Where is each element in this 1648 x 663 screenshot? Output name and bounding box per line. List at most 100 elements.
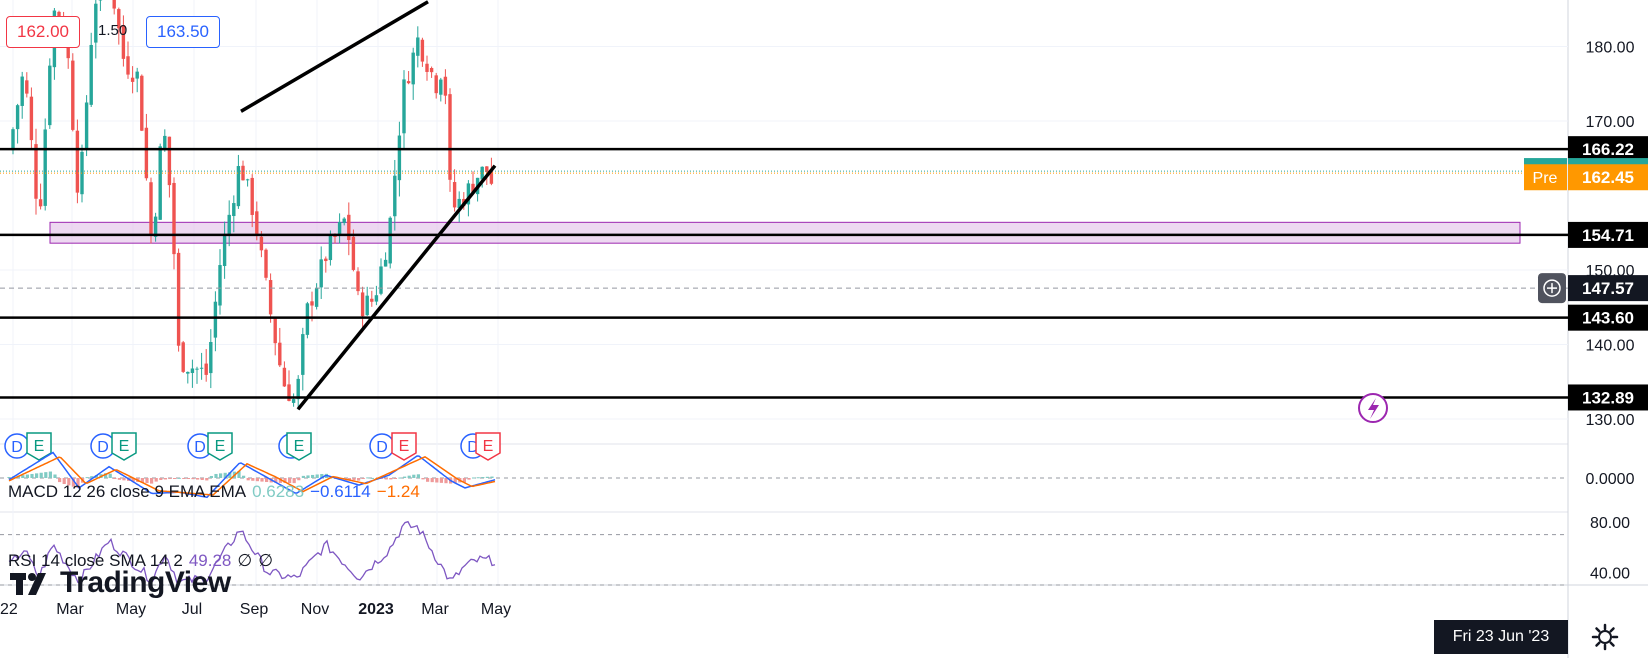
macd-hist-bar	[247, 478, 250, 480]
x-tick-label: May	[481, 601, 511, 618]
macd-hist-bar	[196, 478, 199, 480]
candles	[11, 0, 493, 409]
event-marker-E: E	[392, 433, 416, 460]
macd-hist-bar	[421, 478, 424, 479]
event-marker-E: E	[208, 433, 232, 460]
svg-text:E: E	[399, 438, 410, 455]
candle-body	[430, 68, 433, 72]
svg-text:D: D	[194, 439, 206, 456]
macd-hist-bar	[435, 478, 438, 483]
candle-body	[136, 72, 139, 79]
macd-hist-bar	[366, 477, 369, 478]
candle-body	[30, 97, 33, 140]
buy-price-box[interactable]: 163.50	[146, 16, 220, 48]
macd-hist-bar	[467, 478, 470, 480]
x-tick-label: Nov	[301, 601, 329, 618]
macd-hist-bar	[122, 478, 125, 480]
x-tick-label: Mar	[421, 601, 449, 618]
candle-body	[416, 37, 419, 55]
macd-legend-title: MACD 12 26 close 9 EMA EMA	[8, 482, 246, 501]
macd-hist-bar	[201, 478, 204, 480]
candle-body	[255, 211, 258, 234]
price-label-text: 132.89	[1582, 388, 1634, 407]
candle-body	[251, 178, 254, 215]
candle-body	[356, 271, 359, 291]
price-label-text: 162.45	[1582, 168, 1634, 187]
price-label-text: 166.22	[1582, 140, 1634, 159]
candle-body	[172, 183, 175, 254]
candle-body	[310, 301, 313, 305]
macd-hist-bar	[486, 477, 489, 478]
event-marker-E: E	[112, 433, 136, 460]
macd-hist-bar	[403, 477, 406, 478]
trend-channel-upper	[241, 2, 428, 112]
macd-hist-bar	[389, 478, 392, 479]
candle-body	[237, 166, 240, 206]
rsi-y-tick: 40.00	[1590, 565, 1630, 582]
y-tick-label: 140.00	[1586, 338, 1635, 355]
x-tick-label: Mar	[56, 601, 84, 618]
macd-hist-bar	[444, 478, 447, 483]
tradingview-logo[interactable]: TradingView	[10, 563, 231, 603]
x-tick-label: 2023	[358, 601, 394, 618]
candle-body	[44, 129, 47, 205]
macd-hist-bar	[398, 478, 401, 479]
candle-body	[274, 319, 277, 344]
macd-hist-bar	[49, 472, 52, 478]
candle-body	[283, 368, 286, 387]
candle-body	[48, 66, 51, 125]
macd-hist-bar	[490, 477, 493, 478]
candle-body	[182, 342, 185, 372]
candle-body	[218, 265, 221, 305]
svg-text:D: D	[97, 439, 109, 456]
crosshair-date-label: Fri 23 Jun '23	[1434, 620, 1568, 654]
macd-hist-bar	[53, 475, 56, 478]
candle-body	[25, 80, 28, 93]
tradingview-logo-icon	[10, 569, 54, 597]
macd-hist-bar	[371, 478, 374, 479]
macd-hist-bar	[477, 477, 480, 478]
svg-text:D: D	[11, 439, 23, 456]
candle-body	[444, 77, 447, 96]
macd-hist-bar	[385, 478, 388, 479]
candle-body	[186, 372, 189, 374]
macd-hist-bar	[352, 478, 355, 480]
candle-body	[320, 259, 323, 287]
x-tick-label: Sep	[240, 601, 269, 618]
macd-hist-bar	[30, 474, 33, 478]
macd-line-value: −0.6114	[310, 482, 371, 501]
candle-body	[370, 299, 373, 302]
sell-price-box[interactable]: 162.00	[6, 16, 80, 48]
candle-body	[209, 342, 212, 373]
candle-body	[126, 56, 129, 74]
macd-hist-value: 0.6283	[252, 482, 304, 501]
candle-body	[140, 76, 143, 131]
candle-body	[301, 334, 304, 375]
price-label-text: 154.71	[1582, 226, 1634, 245]
svg-text:E: E	[34, 438, 45, 455]
candle-body	[11, 129, 14, 150]
macd-hist-bar	[159, 478, 162, 480]
candle-body	[163, 136, 166, 150]
candle-body	[214, 302, 217, 338]
x-tick-label: 22	[0, 601, 18, 618]
settings-gear-icon[interactable]	[1590, 622, 1620, 652]
macd-hist-bar	[481, 477, 484, 478]
macd-hist-bar	[205, 478, 208, 480]
support-zone	[50, 222, 1520, 243]
macd-hist-bar	[118, 478, 121, 480]
svg-text:E: E	[294, 438, 305, 455]
candle-body	[338, 222, 341, 235]
macd-hist-bar	[408, 476, 411, 478]
candle-body	[223, 234, 226, 266]
event-marker-E: E	[287, 433, 311, 460]
rsi-y-tick: 80.00	[1590, 515, 1630, 532]
svg-text:D: D	[376, 439, 388, 456]
event-marker-E: E	[476, 433, 500, 460]
svg-text:E: E	[483, 438, 494, 455]
lightning-event-icon	[1359, 394, 1387, 422]
macd-hist-bar	[316, 474, 319, 478]
candle-body	[439, 80, 442, 95]
